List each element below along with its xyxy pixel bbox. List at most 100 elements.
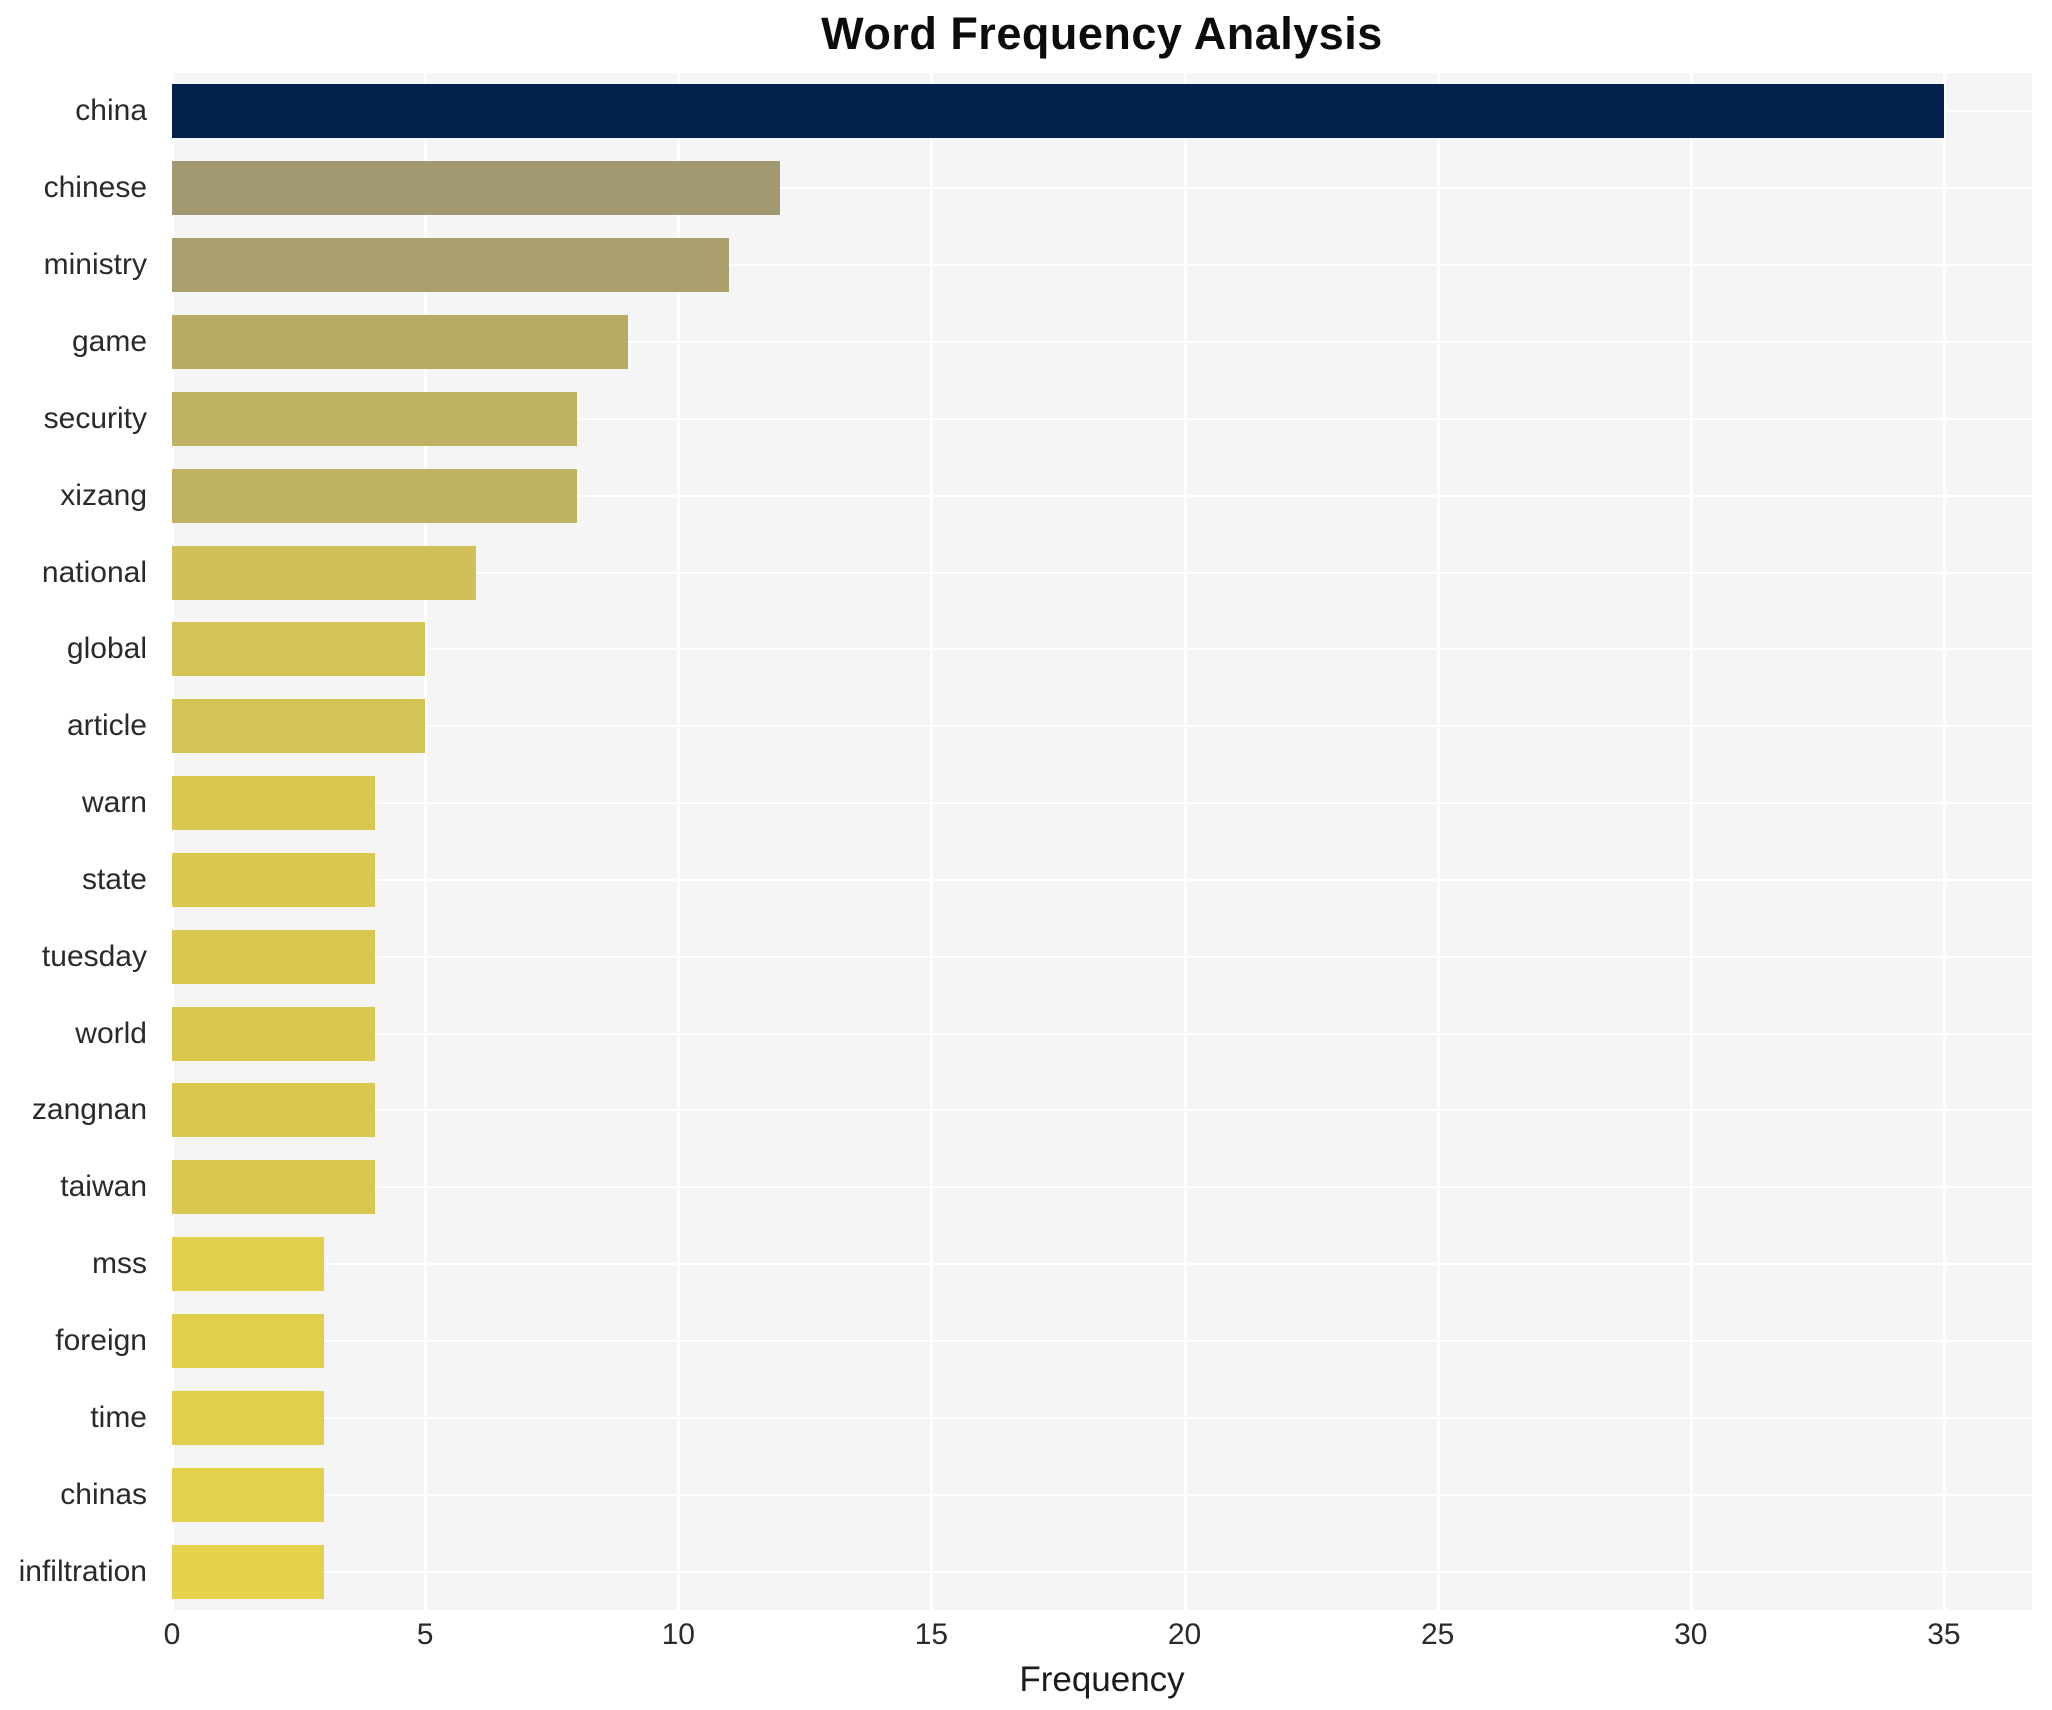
- horizontal-gridline: [172, 1416, 2032, 1419]
- vertical-gridline-5: [424, 73, 428, 1610]
- bar-row-chinas: [172, 1456, 2032, 1533]
- horizontal-gridline: [172, 648, 2032, 651]
- x-axis-ticks: 0 5 10 15 20 25 30 35: [164, 1618, 2032, 1658]
- horizontal-gridline: [172, 802, 2032, 805]
- y-tick-label-state: state: [81, 862, 147, 896]
- vertical-gridline-20: [1183, 73, 1187, 1610]
- bar-game: [172, 314, 628, 369]
- horizontal-gridline: [172, 955, 2032, 958]
- y-tick-label-security: security: [43, 401, 147, 435]
- horizontal-gridline: [172, 340, 2032, 343]
- x-tick-label-10: 10: [661, 1618, 695, 1651]
- bar-infiltration: [172, 1544, 324, 1599]
- bar-row-warn: [172, 765, 2032, 842]
- bar-tuesday: [172, 929, 375, 984]
- y-tick-label-tuesday: tuesday: [41, 939, 147, 973]
- horizontal-gridline: [172, 494, 2032, 497]
- bar-row-china: [172, 73, 2032, 150]
- bar-ministry: [172, 238, 729, 293]
- y-tick-label-mss: mss: [92, 1247, 147, 1281]
- y-tick-label-time: time: [90, 1400, 147, 1434]
- bar-chinese: [172, 161, 780, 216]
- horizontal-gridline: [172, 1493, 2032, 1496]
- chart-title: Word Frequency Analysis: [821, 8, 1383, 59]
- horizontal-gridline: [172, 1570, 2032, 1573]
- bar-row-chinese: [172, 150, 2032, 227]
- bar-row-foreign: [172, 1303, 2032, 1380]
- x-tick-label-20: 20: [1167, 1618, 1202, 1651]
- y-tick-label-zangnan: zangnan: [31, 1093, 147, 1127]
- vertical-gridline-30: [1689, 73, 1693, 1610]
- y-tick-label-ministry: ministry: [43, 248, 147, 282]
- horizontal-gridline: [172, 1109, 2032, 1112]
- bar-time: [172, 1390, 324, 1445]
- plot-area: [172, 73, 2032, 1610]
- y-tick-label-chinese: chinese: [43, 171, 147, 205]
- bar-row-mss: [172, 1226, 2032, 1303]
- bar-row-ministry: [172, 227, 2032, 304]
- bar-row-time: [172, 1379, 2032, 1456]
- vertical-gridline-0: [172, 73, 174, 1610]
- horizontal-gridline: [172, 1032, 2032, 1035]
- bar-mss: [172, 1237, 324, 1292]
- bar-row-national: [172, 534, 2032, 611]
- bar-row-state: [172, 842, 2032, 919]
- y-tick-label-foreign: foreign: [55, 1324, 147, 1358]
- x-tick-label-35: 35: [1927, 1618, 1961, 1651]
- y-tick-label-article: article: [66, 709, 147, 743]
- y-tick-label-xizang: xizang: [60, 478, 147, 512]
- horizontal-gridline: [172, 571, 2032, 574]
- horizontal-gridline: [172, 725, 2032, 728]
- horizontal-gridline: [172, 1340, 2032, 1343]
- x-tick-label-0: 0: [163, 1618, 181, 1651]
- y-tick-label-taiwan: taiwan: [60, 1170, 147, 1204]
- bar-security: [172, 391, 577, 446]
- bar-chinas: [172, 1467, 324, 1522]
- bar-row-article: [172, 688, 2032, 765]
- bar-row-tuesday: [172, 918, 2032, 995]
- vertical-gridline-10: [677, 73, 681, 1610]
- y-tick-label-infiltration: infiltration: [18, 1554, 147, 1588]
- bar-state: [172, 852, 375, 907]
- x-tick-label-30: 30: [1674, 1618, 1708, 1651]
- horizontal-gridline: [172, 1263, 2032, 1266]
- y-axis-labels: china chinese ministry game security xizang na…: [0, 73, 160, 1610]
- x-tick-label-5: 5: [416, 1618, 434, 1651]
- bar-row-security: [172, 380, 2032, 457]
- horizontal-gridline: [172, 1186, 2032, 1189]
- y-tick-label-chinas: chinas: [60, 1477, 147, 1511]
- bar-article: [172, 699, 426, 754]
- bar-china: [172, 84, 1944, 139]
- horizontal-gridline: [172, 417, 2032, 420]
- y-tick-label-global: global: [66, 632, 147, 666]
- bar-row-xizang: [172, 457, 2032, 534]
- bar-foreign: [172, 1314, 324, 1369]
- x-axis-title: Frequency: [1019, 1660, 1185, 1699]
- y-tick-label-china: china: [75, 94, 147, 128]
- y-tick-label-national: national: [41, 555, 147, 589]
- horizontal-gridline: [172, 264, 2032, 267]
- horizontal-gridline: [172, 187, 2032, 190]
- horizontal-gridline: [172, 878, 2032, 881]
- vertical-gridline-25: [1436, 73, 1440, 1610]
- x-tick-label-25: 25: [1420, 1618, 1455, 1651]
- bar-row-global: [172, 611, 2032, 688]
- y-tick-label-game: game: [71, 324, 147, 358]
- bar-national: [172, 545, 476, 600]
- vertical-gridline-15: [930, 73, 934, 1610]
- x-tick-label-15: 15: [914, 1618, 949, 1651]
- bar-xizang: [172, 468, 577, 523]
- bar-row-taiwan: [172, 1149, 2032, 1226]
- bar-world: [172, 1006, 375, 1061]
- y-tick-label-world: world: [75, 1016, 147, 1050]
- vertical-gridline-35: [1942, 73, 1946, 1610]
- bar-zangnan: [172, 1083, 375, 1138]
- bar-warn: [172, 776, 375, 831]
- bar-row-game: [172, 304, 2032, 381]
- y-tick-label-warn: warn: [81, 786, 147, 820]
- bar-global: [172, 622, 426, 677]
- bar-row-world: [172, 995, 2032, 1072]
- bar-row-infiltration: [172, 1533, 2032, 1610]
- bar-taiwan: [172, 1160, 375, 1215]
